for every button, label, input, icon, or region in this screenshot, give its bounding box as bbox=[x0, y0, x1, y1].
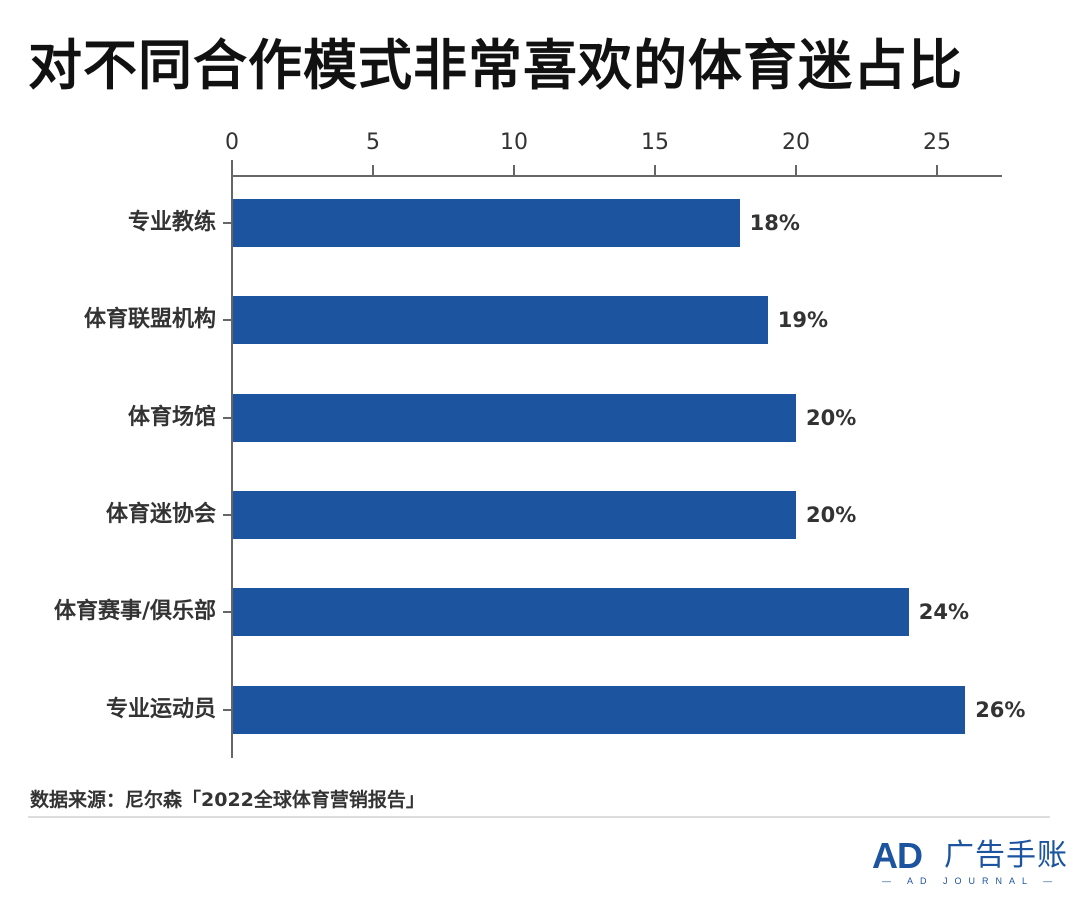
ad-journal-logo: AD 广告手账 — AD JOURNAL — bbox=[872, 835, 1067, 888]
category-label: 体育赛事/俱乐部 bbox=[53, 599, 216, 625]
bar bbox=[233, 296, 768, 345]
x-tick bbox=[231, 165, 233, 176]
bar bbox=[233, 393, 796, 442]
category-label: 体育场馆 bbox=[127, 404, 216, 430]
value-label: 26% bbox=[975, 697, 1026, 722]
value-label: 20% bbox=[806, 502, 857, 527]
data-source: 数据来源：尼尔森「2022全球体育营销报告」 bbox=[30, 789, 425, 811]
logo-ad-mark: AD bbox=[872, 835, 923, 876]
y-tick bbox=[223, 513, 232, 516]
y-tick bbox=[223, 416, 232, 419]
bar bbox=[233, 588, 909, 637]
x-tick bbox=[513, 165, 515, 176]
x-tick bbox=[795, 165, 797, 176]
category-label: 专业教练 bbox=[127, 210, 216, 235]
category-label: 体育迷协会 bbox=[105, 501, 216, 527]
x-tick bbox=[372, 165, 374, 176]
logo-chinese-name: 广告手账 bbox=[944, 838, 1068, 873]
bar bbox=[233, 490, 796, 539]
value-label: 20% bbox=[806, 405, 857, 430]
y-tick bbox=[223, 319, 232, 322]
y-tick bbox=[223, 611, 232, 614]
x-tick-label: 25 bbox=[923, 130, 951, 155]
y-tick bbox=[223, 222, 232, 224]
chart-title: 对不同合作模式非常喜欢的体育迷占比 bbox=[28, 34, 963, 97]
bar bbox=[233, 199, 740, 247]
category-label: 体育联盟机构 bbox=[83, 307, 216, 333]
y-axis-line bbox=[231, 160, 233, 758]
y-tick bbox=[223, 708, 232, 711]
logo-subtitle: — AD JOURNAL — bbox=[882, 876, 1060, 886]
category-label: 专业运动员 bbox=[105, 696, 216, 722]
value-label: 19% bbox=[777, 308, 829, 333]
x-tick bbox=[654, 165, 656, 176]
value-label: 18% bbox=[749, 211, 800, 235]
x-tick-label: 0 bbox=[225, 130, 239, 155]
value-label: 24% bbox=[918, 600, 970, 625]
footer-divider bbox=[28, 816, 1050, 818]
x-axis-line bbox=[232, 175, 1002, 177]
bar bbox=[233, 685, 966, 734]
x-tick-label: 10 bbox=[500, 130, 528, 155]
x-tick-label: 5 bbox=[366, 130, 380, 155]
x-tick-label: 15 bbox=[641, 130, 669, 155]
x-tick bbox=[936, 165, 938, 176]
x-tick-label: 20 bbox=[782, 130, 810, 155]
